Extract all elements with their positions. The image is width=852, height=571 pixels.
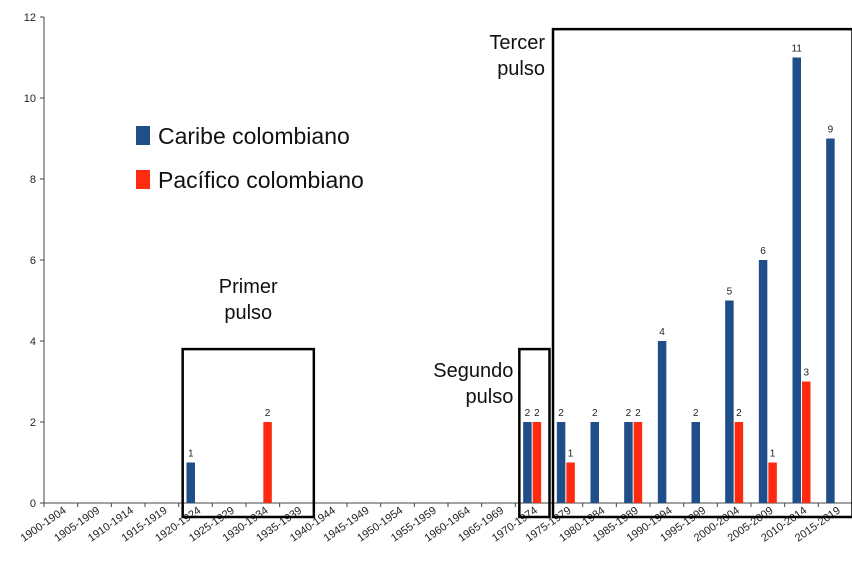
bar-pacifico-1975-1979 (566, 462, 575, 503)
primer-pulso-label: Primer (219, 276, 278, 298)
bar-pacifico-2005-2009 (768, 462, 777, 503)
bar-caribe-1920-1924 (186, 462, 195, 503)
data-label: 9 (828, 125, 834, 136)
bar-caribe-1975-1979 (556, 422, 566, 503)
segundo-pulso-label: Segundo (433, 360, 513, 382)
legend-swatch (136, 170, 150, 189)
tercer-pulso-box (551, 27, 852, 519)
data-label: 6 (760, 246, 766, 257)
bar-caribe-1980-1984 (590, 422, 599, 503)
legend-label: Pacífico colombiano (158, 167, 364, 193)
data-label: 1 (568, 449, 574, 460)
data-label: 2 (635, 408, 641, 419)
bar-pacifico-2000-2004 (734, 422, 744, 503)
primer-pulso-box (181, 347, 316, 519)
data-label: 2 (265, 408, 271, 419)
data-label: 2 (592, 408, 598, 419)
bar-caribe-2000-2004 (725, 300, 734, 503)
bar-caribe-1995-1999 (691, 422, 700, 503)
data-label: 4 (659, 327, 665, 338)
y-tick-label: 6 (30, 255, 36, 267)
tercer-pulso-label: Tercer (489, 32, 545, 54)
data-label: 3 (803, 368, 809, 379)
data-label: 2 (736, 408, 742, 419)
bar-caribe-1970-1974 (523, 422, 532, 503)
annotations: Primer pulso Segundo pulso Tercer pulso (181, 27, 852, 519)
tercer-pulso-label: pulso (497, 58, 545, 80)
legend: Caribe colombiano Pacífico colombiano (136, 123, 364, 193)
data-label: 11 (792, 44, 803, 55)
y-tick-label: 12 (24, 12, 36, 24)
bar-caribe-2015-2019 (826, 138, 835, 503)
data-label: 1 (188, 449, 194, 460)
y-tick-label: 0 (30, 498, 36, 510)
data-label: 5 (727, 287, 733, 298)
y-tick-label: 10 (24, 93, 36, 105)
bar-caribe-1990-1994 (657, 341, 667, 503)
bar-caribe-2005-2009 (758, 260, 768, 503)
y-tick-label: 2 (30, 417, 36, 429)
bar-pacifico-1985-1989 (633, 422, 643, 503)
bar-pacifico-1930-1934 (263, 422, 272, 503)
bar-pacifico-1970-1974 (532, 422, 542, 503)
y-tick-label: 4 (30, 336, 36, 348)
legend-swatch (136, 126, 150, 145)
data-label: 2 (558, 408, 564, 419)
data-label: 2 (534, 408, 540, 419)
bar-caribe-1985-1989 (624, 422, 633, 503)
data-label: 2 (626, 408, 632, 419)
data-label: 2 (525, 408, 531, 419)
segundo-pulso-box (518, 347, 551, 519)
y-tick-label: 8 (30, 174, 36, 186)
bar-pacifico-2010-2014 (802, 381, 811, 503)
bar-caribe-2010-2014 (792, 57, 801, 503)
segundo-pulso-label: pulso (466, 386, 514, 408)
data-label: 2 (693, 408, 699, 419)
primer-pulso-label: pulso (224, 302, 272, 324)
data-label: 1 (770, 449, 776, 460)
legend-label: Caribe colombiano (158, 123, 350, 149)
